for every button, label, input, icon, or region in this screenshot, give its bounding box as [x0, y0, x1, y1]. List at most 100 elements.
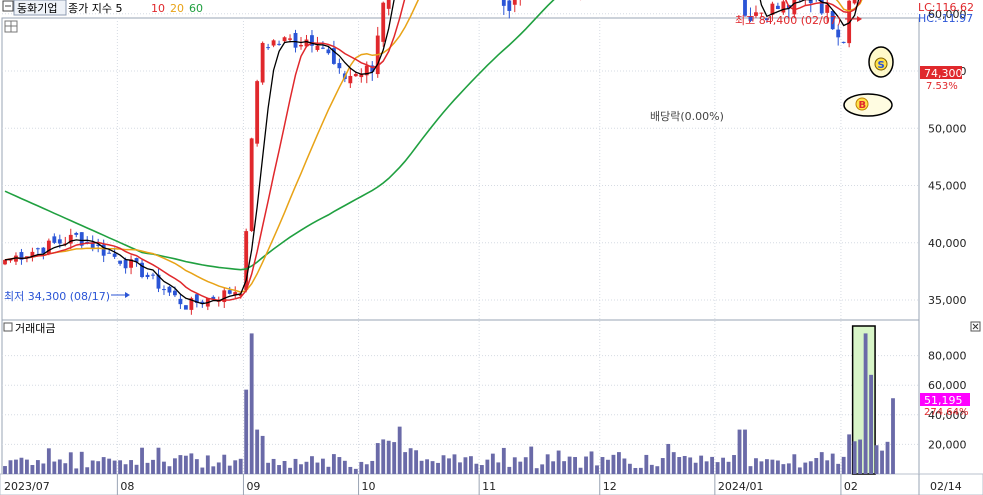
candle [748, 16, 753, 21]
y-tick-label: 40,000 [928, 237, 967, 250]
candle [512, 0, 517, 5]
x-tick-label: 09 [246, 480, 260, 493]
volume-bar [479, 465, 484, 474]
volume-bar [271, 458, 276, 474]
candle [754, 12, 758, 16]
volume-bar [715, 462, 720, 474]
volume-bar [814, 458, 819, 474]
volume-bar [754, 458, 758, 474]
volume-bar [233, 460, 238, 474]
candle [140, 262, 144, 278]
volume-bar [485, 459, 490, 474]
volume-bar [370, 460, 375, 474]
stock-name-box[interactable] [13, 0, 67, 16]
volume-bar [633, 467, 638, 474]
volume-bar [408, 448, 413, 474]
volume-bar [277, 465, 281, 474]
candle [238, 293, 243, 297]
candle [107, 252, 112, 254]
volume-bar [770, 459, 775, 474]
candle [101, 244, 106, 256]
volume-bar [704, 461, 709, 474]
volume-bar [819, 452, 824, 474]
volume-bar [556, 450, 561, 474]
sell-marker-icon[interactable] [874, 57, 888, 71]
volume-bar [682, 455, 687, 474]
candle [19, 252, 24, 260]
ma-period-10: 10 [151, 2, 165, 15]
candle [211, 296, 216, 300]
low-label: 최저 34,300 (08/17) [4, 290, 110, 303]
volume-bar [52, 461, 57, 474]
volume-bar [660, 458, 665, 474]
volume-bar [474, 463, 479, 474]
candle [162, 289, 166, 291]
volume-bar [112, 460, 117, 474]
candle [79, 232, 84, 246]
indicator-label: 종가 지수 5 [68, 2, 122, 15]
ma5-line [4, 0, 860, 305]
candle [288, 38, 292, 40]
candle [123, 259, 128, 269]
volume-bar [189, 453, 194, 474]
volume-bar [765, 459, 769, 474]
volume-bar [348, 466, 353, 474]
volume-value: 51,195 [924, 394, 963, 407]
volume-bar [666, 443, 671, 474]
volume-bar [173, 458, 177, 474]
high-label: 최고 84,400 (02/07) [735, 14, 841, 27]
volume-bar [227, 465, 232, 474]
candle [501, 0, 506, 6]
volume-bar [545, 454, 550, 474]
volume-bar [162, 461, 166, 474]
high-arrow-head [857, 16, 862, 22]
volume-bar [337, 457, 342, 474]
volume-bar [463, 457, 468, 474]
volume-bar [41, 463, 46, 474]
volume-bar [589, 451, 594, 474]
volume-bar [178, 455, 183, 474]
candle [227, 290, 232, 294]
volume-bar [326, 466, 331, 474]
volume-bar [134, 464, 139, 474]
volume-bar [342, 460, 347, 474]
volume-bar [321, 458, 325, 474]
candle [310, 35, 314, 46]
candle [30, 251, 35, 257]
volume-bar [331, 454, 336, 474]
volume-collapse-icon[interactable] [3, 322, 13, 332]
candle [151, 274, 155, 276]
candle [145, 274, 150, 278]
volume-bar [869, 374, 873, 474]
volume-bar [359, 461, 364, 474]
candle [743, 0, 747, 16]
volume-bar [129, 460, 133, 474]
buy-marker-icon[interactable] [855, 97, 869, 111]
volume-bar [638, 467, 643, 474]
candle [315, 45, 320, 50]
volume-bar [30, 465, 35, 474]
candle [277, 43, 281, 45]
candle [353, 73, 358, 77]
volume-bar [786, 463, 791, 474]
candle [178, 298, 183, 305]
y-axis-ticks: 35,00040,00045,00050,00055,00060,00065,0… [928, 8, 967, 307]
volume-bar [644, 454, 649, 474]
volume-bar [101, 457, 106, 474]
volume-bar [200, 467, 205, 474]
stock-name[interactable]: 동화기업 [17, 2, 57, 15]
low-arrow-head [125, 292, 130, 298]
candle [173, 290, 177, 296]
candle [364, 65, 369, 76]
volume-bar [310, 456, 314, 474]
candle [90, 242, 95, 250]
candle [112, 253, 117, 257]
volume-bar [792, 454, 797, 474]
candle [808, 0, 813, 4]
volume-bar [885, 441, 890, 474]
candle [167, 286, 172, 293]
candle [370, 65, 375, 72]
ma-period-60: 60 [189, 2, 203, 15]
volume-bar [293, 458, 298, 474]
volume-bar [46, 448, 51, 474]
